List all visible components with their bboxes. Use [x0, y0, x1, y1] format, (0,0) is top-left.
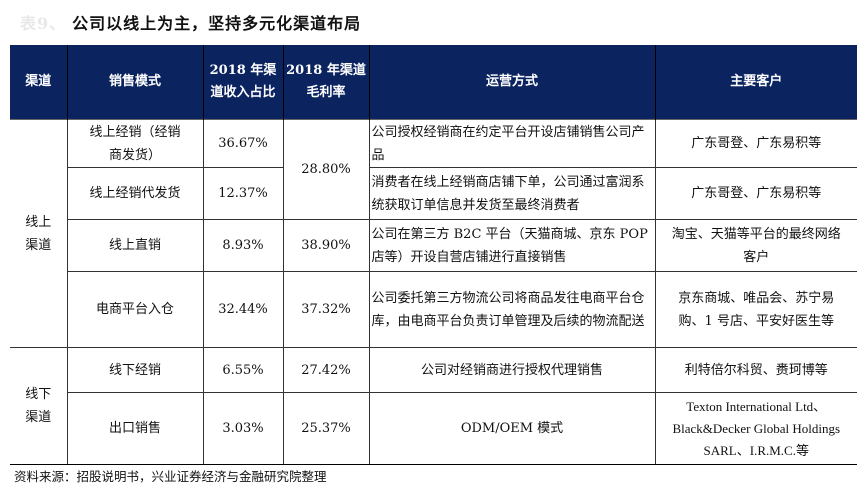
- header-customers: 主要客户: [655, 45, 857, 120]
- customers-cell: 淘宝、天猫等平台的最终网络客户: [654, 219, 857, 272]
- mode-cell: 电商平台入仓: [66, 271, 204, 348]
- operation-cell: 公司对经销商进行授权代理销售: [368, 347, 656, 393]
- header-operation: 运营方式: [369, 45, 656, 120]
- table-title: 表9、 公司以线上为主，坚持多元化渠道布局: [20, 10, 361, 34]
- customers-cell: 利特倍尔科贸、赉珂博等: [654, 347, 857, 393]
- header-channel: 渠道: [10, 45, 68, 120]
- margin-cell: 38.90%: [282, 219, 370, 272]
- channel-cell: 线下渠道: [10, 347, 68, 465]
- mode-cell: 线下经销: [66, 347, 204, 393]
- table-number: 表9、: [20, 14, 67, 33]
- header-share: 2018 年渠道收入占比: [203, 45, 284, 120]
- header-mode: 销售模式: [67, 45, 204, 120]
- table-row: 出口销售 3.03% 25.37% ODM/OEM 模式 Texton Inte…: [10, 392, 857, 465]
- table-row: 线下渠道 线下经销 6.55% 27.42% 公司对经销商进行授权代理销售 利特…: [10, 347, 857, 465]
- customers-cell: 京东商城、唯品会、苏宁易购、1 号店、平安好医生等: [654, 271, 857, 348]
- channel-cell: 线上渠道: [10, 119, 68, 348]
- share-cell: 12.37%: [202, 167, 284, 220]
- margin-cell: 28.80%: [282, 119, 370, 220]
- channel-table: 渠道 销售模式 2018 年渠道收入占比 2018 年渠道毛利率 运营方式 主要…: [10, 45, 857, 465]
- table-row: 线上直销 8.93% 38.90% 公司在第三方 B2C 平台（天猫商城、京东 …: [10, 219, 857, 272]
- margin-cell: 37.32%: [282, 271, 370, 348]
- header-margin: 2018 年渠道毛利率: [283, 45, 370, 120]
- mode-cell: 线上经销（经销商发货）: [66, 119, 204, 168]
- operation-cell: 消费者在线上经销商店铺下单，公司通过富润系统获取订单信息并发货至最终消费者: [368, 167, 656, 220]
- title-text: 公司以线上为主，坚持多元化渠道布局: [72, 14, 362, 33]
- share-cell: 36.67%: [202, 119, 284, 168]
- mode-cell: 线上直销: [66, 219, 204, 272]
- customers-cell: 广东哥登、广东易积等: [654, 167, 857, 220]
- header-row: 渠道 销售模式 2018 年渠道收入占比 2018 年渠道毛利率 运营方式 主要…: [10, 45, 857, 120]
- margin-cell: 25.37%: [282, 392, 370, 465]
- mode-cell: 线上经销代发货: [66, 167, 204, 220]
- table-row: 线上渠道 线上经销（经销商发货） 36.67% 28.80% 公司授权经销商在约…: [10, 119, 857, 348]
- source-note: 资料来源：招股说明书，兴业证券经济与金融研究院整理: [14, 469, 327, 484]
- share-cell: 6.55%: [202, 347, 284, 393]
- operation-cell: 公司委托第三方物流公司将商品发往电商平台仓库，由电商平台负责订单管理及后续的物流…: [368, 271, 656, 348]
- table-row: 电商平台入仓 32.44% 37.32% 公司委托第三方物流公司将商品发往电商平…: [10, 271, 857, 348]
- mode-cell: 出口销售: [66, 392, 204, 465]
- operation-cell: 公司授权经销商在约定平台开设店铺销售公司产品: [368, 119, 656, 168]
- operation-cell: ODM/OEM 模式: [368, 392, 656, 465]
- table-row: 线上经销代发货 12.37% 消费者在线上经销商店铺下单，公司通过富润系统获取订…: [10, 167, 857, 220]
- customers-cell: Texton International Ltd、Black&Decker Gl…: [654, 392, 857, 465]
- customers-cell: 广东哥登、广东易积等: [654, 119, 857, 168]
- share-cell: 8.93%: [202, 219, 284, 272]
- share-cell: 3.03%: [202, 392, 284, 465]
- operation-cell: 公司在第三方 B2C 平台（天猫商城、京东 POP 店等）开设自营店铺进行直接销…: [368, 219, 656, 272]
- share-cell: 32.44%: [202, 271, 284, 348]
- margin-cell: 27.42%: [282, 347, 370, 393]
